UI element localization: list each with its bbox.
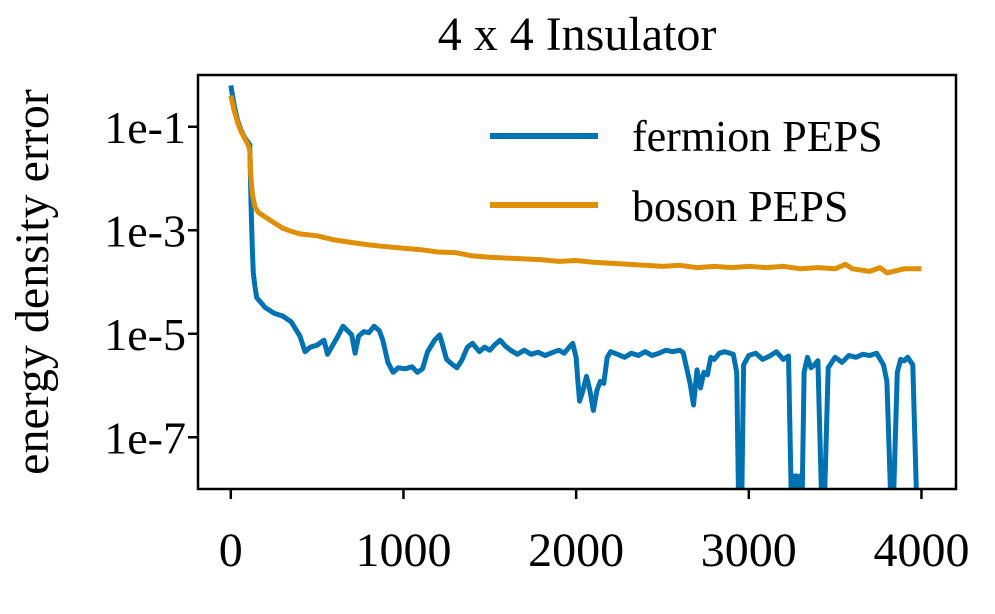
y-tick-label: 1e-7 xyxy=(104,412,186,463)
x-tick-label: 2000 xyxy=(528,524,624,577)
y-tick-label: 1e-3 xyxy=(104,205,186,256)
series-line-0 xyxy=(228,84,919,489)
y-tick-label: 1e-1 xyxy=(104,102,186,153)
legend: fermion PEPS boson PEPS xyxy=(490,112,883,231)
legend-label-boson: boson PEPS xyxy=(632,182,848,231)
plot-frame xyxy=(196,73,958,491)
plot-area xyxy=(228,84,922,489)
x-tick-label: 3000 xyxy=(701,524,797,577)
series-line-1 xyxy=(228,95,922,276)
axis-ticks: 0 1000 2000 3000 4000 1e-1 1e-3 1e-5 1e-7 xyxy=(104,102,969,577)
x-tick-label: 1000 xyxy=(355,524,451,577)
y-tick-label: 1e-5 xyxy=(104,309,186,360)
chart-title: 4 x 4 Insulator xyxy=(438,8,717,61)
legend-label-fermion: fermion PEPS xyxy=(632,112,883,161)
x-tick-label: 0 xyxy=(219,524,243,577)
y-axis-label: energy density error xyxy=(6,89,59,475)
x-tick-label: 4000 xyxy=(873,524,969,577)
